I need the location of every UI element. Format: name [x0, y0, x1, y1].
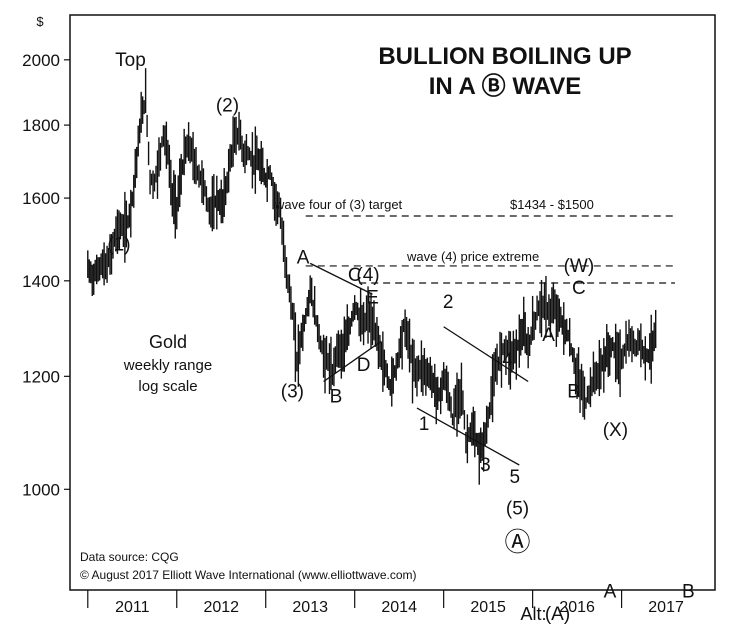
wave-label: 3: [480, 455, 491, 476]
x-tick-label: 2012: [203, 599, 239, 616]
wave-label: (X): [603, 420, 628, 441]
x-tick-label: 2015: [470, 599, 506, 616]
reference-lines: [305, 215, 675, 284]
trend-line: [323, 340, 382, 383]
wave-label: C: [348, 265, 362, 286]
plot-frame: [69, 14, 716, 591]
x-tick-label: 2017: [648, 599, 684, 616]
wave-label: C: [572, 278, 586, 299]
x-axis: 2011 2012 2013 2014 2015 2016 2017: [87, 590, 684, 616]
wave-label: 2: [443, 292, 454, 313]
ref-line-label-range: $1434 - $1500: [510, 197, 594, 212]
y-tick-label: 1600: [22, 189, 60, 208]
chart-title-line-2: IN A Ⓑ WAVE: [429, 72, 581, 100]
price-series: [87, 68, 657, 485]
wave-label: (3): [281, 381, 304, 402]
y-tick-label: 1800: [22, 116, 60, 135]
wave-label: B: [330, 387, 343, 408]
trend-lines: [309, 262, 529, 466]
wave-label: (A): [545, 604, 570, 625]
note-weekly-range: weekly range: [123, 357, 212, 374]
wave-label: (2): [216, 95, 239, 116]
note-gold: Gold: [149, 332, 187, 352]
wave-label: D: [357, 355, 371, 376]
wave-label: 5: [510, 467, 521, 488]
wave-label: (W): [564, 256, 595, 277]
ref-line-label-extreme: wave (4) price extreme: [406, 249, 539, 264]
y-tick-label: 1000: [22, 480, 60, 499]
wave-label: Ⓐ: [504, 527, 530, 557]
wave-label: A: [604, 581, 617, 602]
wave-label: (4): [356, 265, 379, 286]
trend-line: [309, 262, 373, 295]
wave-label: Alt:: [521, 604, 547, 624]
y-tick-label: 1200: [22, 367, 60, 386]
note-log-scale: log scale: [138, 378, 197, 395]
y-tick-label: 1400: [22, 272, 60, 291]
wave-label: Top: [115, 50, 146, 71]
wave-label: B: [682, 581, 695, 602]
y-unit-label: $: [36, 14, 44, 29]
footer-source: Data source: CQG: [80, 550, 179, 564]
x-tick-label: 2011: [115, 599, 150, 616]
x-tick-label: 2014: [381, 599, 417, 616]
y-axis: 1000 1200 1400 1600 1800 2000: [22, 51, 70, 499]
wave-label: (5): [506, 499, 529, 520]
chart-title-line-1: BULLION BOILING UP: [378, 43, 631, 70]
ref-line-label-target: wave four of (3) target: [274, 197, 403, 212]
trend-line: [443, 326, 529, 383]
wave-label: A: [297, 247, 310, 268]
wave-label: (1): [107, 235, 130, 256]
wave-labels: Top(1)(2)(3)ABC(4)DE12345(5)ⒶABC(W)(X)Al…: [107, 50, 694, 625]
x-tick-label: 2016: [559, 599, 595, 616]
wave-label: B: [567, 381, 580, 402]
wave-label: 4: [502, 350, 513, 371]
wave-label: 1: [419, 414, 430, 435]
footer-copyright: © August 2017 Elliott Wave International…: [80, 568, 417, 582]
trend-line: [416, 407, 520, 466]
wave-label: A: [542, 325, 555, 346]
x-tick-label: 2013: [292, 599, 328, 616]
wave-label: E: [366, 287, 379, 308]
y-tick-label: 2000: [22, 51, 60, 70]
